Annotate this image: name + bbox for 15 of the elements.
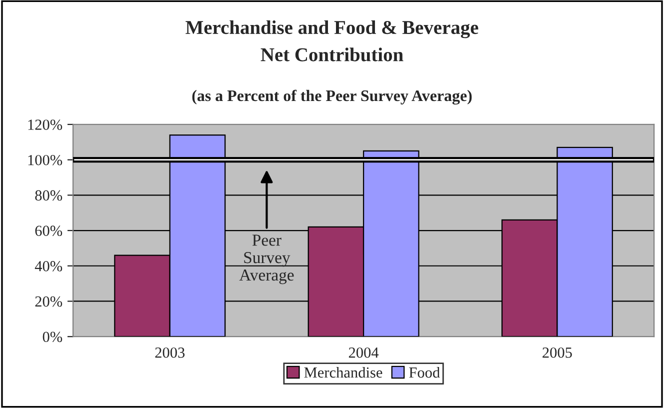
- legend-label: Food: [409, 366, 440, 378]
- y-tick-label: 120%: [28, 120, 62, 130]
- y-tick-label: 60%: [35, 226, 62, 236]
- annotation: Peer Survey Average: [239, 234, 294, 284]
- y-tick-label: 80%: [35, 190, 62, 201]
- y-tick-label: 40%: [34, 261, 62, 272]
- x-tick-label: 2005: [542, 347, 572, 358]
- chart-subtitle: (as a Percent of the Peer Survey Average): [192, 90, 472, 105]
- y-tick-label: 100%: [28, 154, 62, 166]
- chart-title: Merchandise and Food & Beverage Net Contribution: [186, 20, 478, 62]
- y-tick-label: 0%: [42, 332, 62, 342]
- y-tick-label: 20%: [35, 296, 62, 307]
- x-tick-label: 2004: [348, 347, 379, 358]
- legend-label: Merchandise: [304, 366, 382, 378]
- x-tick-label: 2003: [155, 347, 185, 358]
